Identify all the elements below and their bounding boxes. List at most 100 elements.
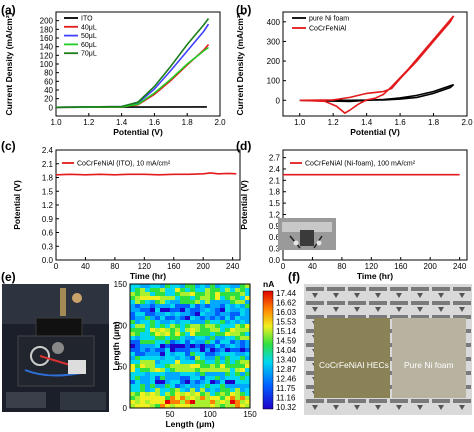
x-tick-label: 40 bbox=[308, 262, 317, 271]
label-logo bbox=[438, 307, 444, 312]
heatmap-cell bbox=[155, 396, 161, 401]
heatmap-cell bbox=[220, 316, 226, 321]
heatmap-cell bbox=[185, 376, 191, 381]
heatmap-cell bbox=[205, 348, 211, 353]
heatmap-cell bbox=[210, 380, 216, 385]
y-tick-label: 2.7 bbox=[269, 154, 281, 163]
heatmap-cell bbox=[160, 332, 166, 337]
heatmap-cell bbox=[180, 400, 186, 405]
heatmap-cell bbox=[235, 388, 241, 393]
heatmap-cell bbox=[130, 400, 136, 405]
y-tick-label: 2.1 bbox=[269, 176, 281, 185]
heatmap-cell bbox=[245, 328, 251, 333]
x-tick-label: 120 bbox=[138, 262, 152, 271]
heatmap-cell bbox=[215, 392, 221, 397]
heatmap-cell bbox=[190, 364, 196, 369]
heatmap-cell bbox=[205, 384, 211, 389]
heatmap-cell bbox=[135, 320, 141, 325]
heatmap-cell bbox=[155, 344, 161, 349]
heatmap-cell bbox=[180, 344, 186, 349]
heatmap-cell bbox=[185, 312, 191, 317]
heatmap-cell bbox=[190, 384, 196, 389]
label-logo bbox=[354, 405, 360, 410]
heatmap-cell bbox=[145, 284, 151, 289]
heatmap-cell bbox=[230, 344, 236, 349]
heatmap-cell bbox=[140, 304, 146, 309]
heatmap-cell bbox=[135, 396, 141, 401]
heatmap-cell bbox=[235, 376, 241, 381]
heatmap-cell bbox=[225, 384, 231, 389]
heatmap-cell bbox=[135, 300, 141, 305]
heatmap-cell bbox=[245, 304, 251, 309]
heatmap-cell bbox=[135, 404, 141, 409]
heatmap-cell bbox=[190, 396, 196, 401]
heatmap-cell bbox=[240, 340, 246, 345]
heatmap-cell bbox=[205, 352, 211, 357]
x-axis-title: Time (hr) bbox=[130, 271, 166, 281]
heatmap-cell bbox=[230, 312, 236, 317]
label-logo bbox=[375, 307, 381, 312]
heatmap-cell bbox=[190, 388, 196, 393]
heatmap-cell bbox=[240, 300, 246, 305]
heatmap-cell bbox=[175, 384, 181, 389]
heatmap-cell bbox=[140, 284, 146, 289]
heatmap-cell bbox=[240, 304, 246, 309]
heatmap-cell bbox=[195, 284, 201, 289]
heatmap-cell bbox=[235, 400, 241, 405]
heatmap-cell bbox=[185, 404, 191, 409]
label-logo bbox=[396, 293, 402, 298]
heatmap-cell bbox=[190, 368, 196, 373]
heatmap-cell bbox=[200, 360, 206, 365]
heatmap-cell bbox=[140, 396, 146, 401]
heatmap-cell bbox=[215, 332, 221, 337]
heatmap-cell bbox=[180, 340, 186, 345]
heatmap-cell bbox=[150, 400, 156, 405]
heatmap-cell bbox=[180, 376, 186, 381]
heatmap-cell bbox=[175, 380, 181, 385]
heatmap-cell bbox=[215, 372, 221, 377]
heatmap-cell bbox=[200, 404, 206, 409]
heatmap-cell bbox=[130, 288, 136, 293]
heatmap-cell bbox=[160, 340, 166, 345]
heatmap-cell bbox=[200, 356, 206, 361]
heatmap-cell bbox=[180, 328, 186, 333]
chart-b: 1.0 1.2 1.4 1.6 1.8 2.0 0 100 200 300 400 Potential… bbox=[235, 11, 473, 137]
heatmap-cell bbox=[210, 324, 216, 329]
heatmap-cell bbox=[220, 376, 226, 381]
heatmap-cell bbox=[155, 384, 161, 389]
chart-c: 0 40 80 120 160 200 240 0.0 0.3 0.6 0.9 1.2 1.5 1.8 2.… bbox=[12, 146, 241, 281]
heatmap-cell bbox=[230, 292, 236, 297]
colorbar-tick-label: 14.04 bbox=[276, 346, 297, 355]
heatmap-axes: 50 100 150 0 50 100 150 Length (μm) Length (μm) bbox=[111, 280, 257, 429]
heatmap-cell bbox=[135, 356, 141, 361]
heatmap-cell bbox=[205, 376, 211, 381]
heatmap-cell bbox=[195, 404, 201, 409]
heatmap-cell bbox=[145, 332, 151, 337]
heatmap-cell bbox=[240, 376, 246, 381]
heatmap-cell bbox=[235, 356, 241, 361]
y-tick-label: 0 bbox=[49, 103, 54, 112]
heatmap-cell bbox=[180, 312, 186, 317]
heatmap-cell bbox=[190, 348, 196, 353]
heatmap-cell bbox=[180, 404, 186, 409]
series-line-0 bbox=[55, 172, 237, 176]
heatmap-cell bbox=[155, 316, 161, 321]
x-tick-label: 100 bbox=[203, 410, 217, 419]
heatmap-cell bbox=[150, 344, 156, 349]
heatmap-cell bbox=[145, 352, 151, 357]
heatmap-cell bbox=[165, 292, 171, 297]
heatmap-cell bbox=[235, 336, 241, 341]
heatmap-cell bbox=[160, 312, 166, 317]
heatmap-cell bbox=[165, 344, 171, 349]
panel-label-f: (f) bbox=[288, 270, 300, 284]
heatmap-cell bbox=[145, 388, 151, 393]
heatmap-cell bbox=[215, 284, 221, 289]
legend-label: 40μL bbox=[81, 24, 97, 31]
heatmap-cell bbox=[155, 364, 161, 369]
x-tick-label: 240 bbox=[226, 262, 240, 271]
heatmap-cell bbox=[200, 376, 206, 381]
heatmap-cell bbox=[170, 296, 176, 301]
label-logo bbox=[459, 405, 465, 410]
heatmap-cell bbox=[145, 372, 151, 377]
heatmap-cell bbox=[210, 296, 216, 301]
